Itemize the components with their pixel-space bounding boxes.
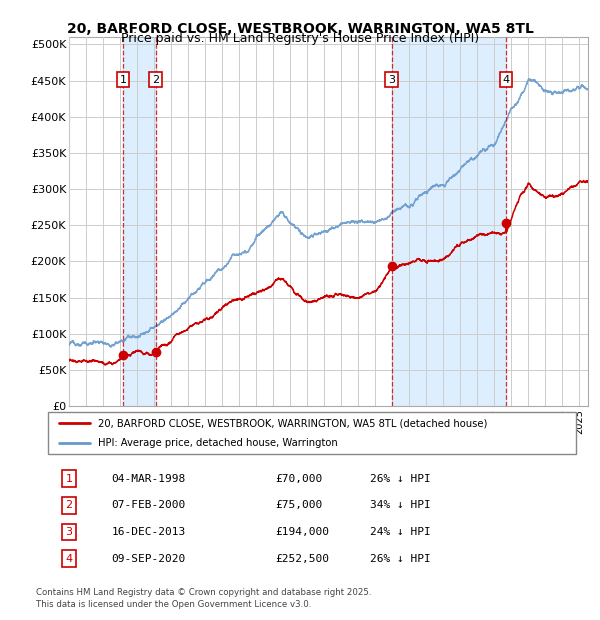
Bar (392, 37, 506, 406)
Text: £70,000: £70,000 (275, 474, 322, 484)
Text: 04-MAR-1998: 04-MAR-1998 (112, 474, 185, 484)
Text: 09-SEP-2020: 09-SEP-2020 (112, 554, 185, 564)
Text: 3: 3 (65, 527, 73, 537)
Text: 3: 3 (388, 74, 395, 84)
Text: 1: 1 (119, 74, 127, 84)
Text: 2: 2 (152, 74, 160, 84)
Text: Contains HM Land Registry data © Crown copyright and database right 2025.
This d: Contains HM Land Registry data © Crown c… (36, 588, 371, 609)
Text: 1: 1 (65, 474, 73, 484)
Text: 20, BARFORD CLOSE, WESTBROOK, WARRINGTON, WA5 8TL (detached house): 20, BARFORD CLOSE, WESTBROOK, WARRINGTON… (98, 418, 488, 428)
Bar (123, 37, 156, 406)
Text: 26% ↓ HPI: 26% ↓ HPI (370, 554, 431, 564)
Text: HPI: Average price, detached house, Warrington: HPI: Average price, detached house, Warr… (98, 438, 338, 448)
Text: 16-DEC-2013: 16-DEC-2013 (112, 527, 185, 537)
Text: 26% ↓ HPI: 26% ↓ HPI (370, 474, 431, 484)
Text: 20, BARFORD CLOSE, WESTBROOK, WARRINGTON, WA5 8TL: 20, BARFORD CLOSE, WESTBROOK, WARRINGTON… (67, 22, 533, 36)
Text: £194,000: £194,000 (275, 527, 329, 537)
Text: 2: 2 (65, 500, 73, 510)
Text: Price paid vs. HM Land Registry's House Price Index (HPI): Price paid vs. HM Land Registry's House … (121, 32, 479, 45)
Text: £252,500: £252,500 (275, 554, 329, 564)
Text: 34% ↓ HPI: 34% ↓ HPI (370, 500, 431, 510)
Text: 4: 4 (503, 74, 510, 84)
Text: 24% ↓ HPI: 24% ↓ HPI (370, 527, 431, 537)
Text: 4: 4 (65, 554, 73, 564)
Text: £75,000: £75,000 (275, 500, 322, 510)
Text: 07-FEB-2000: 07-FEB-2000 (112, 500, 185, 510)
